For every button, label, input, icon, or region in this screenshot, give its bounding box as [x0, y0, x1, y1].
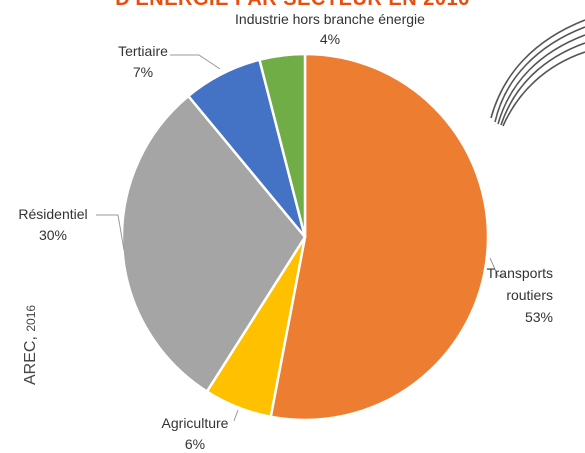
slice-label-transports-routiers: Transports	[487, 265, 553, 281]
decorative-swoosh	[490, 19, 585, 127]
source-credit: AREC, 2016	[22, 305, 40, 385]
slice-label-industrie-hors-branche-energie: Industrie hors branche énergie	[235, 11, 425, 27]
leader-line-tertiaire	[170, 54, 221, 70]
pie-slice-transports-routiers	[269, 52, 490, 422]
leader-lines	[96, 54, 505, 422]
leader-line-agriculture	[233, 409, 239, 422]
chart-title: D'ÉNERGIE PAR SECTEUR EN 2016	[0, 0, 585, 11]
slice-label-transports-routiers: routiers	[506, 287, 553, 303]
leader-line-transports-routiers	[489, 257, 505, 277]
data-labels: Transports routiers 53% Agriculture 6% Réside…	[18, 11, 553, 452]
percent-label-transports-routiers: 53%	[525, 309, 553, 325]
leader-line-residentiel	[96, 214, 125, 251]
slice-label-agriculture: Agriculture	[162, 415, 229, 431]
slice-label-tertiaire: Tertiaire	[118, 43, 168, 59]
percent-label-agriculture: 6%	[185, 436, 205, 452]
percent-label-tertiaire: 7%	[133, 64, 153, 80]
percent-label-residentiel: 30%	[39, 227, 67, 243]
pie-slices	[120, 52, 490, 422]
pie-slice-industrie-hors-branche-energie	[257, 52, 307, 238]
source-year: 2016	[24, 304, 38, 332]
source-name: AREC,	[22, 336, 39, 385]
slice-label-residentiel: Résidentiel	[18, 206, 87, 222]
percent-label-industrie-hors-branche-energie: 4%	[320, 31, 340, 47]
pie-slice-residentiel	[120, 94, 307, 394]
